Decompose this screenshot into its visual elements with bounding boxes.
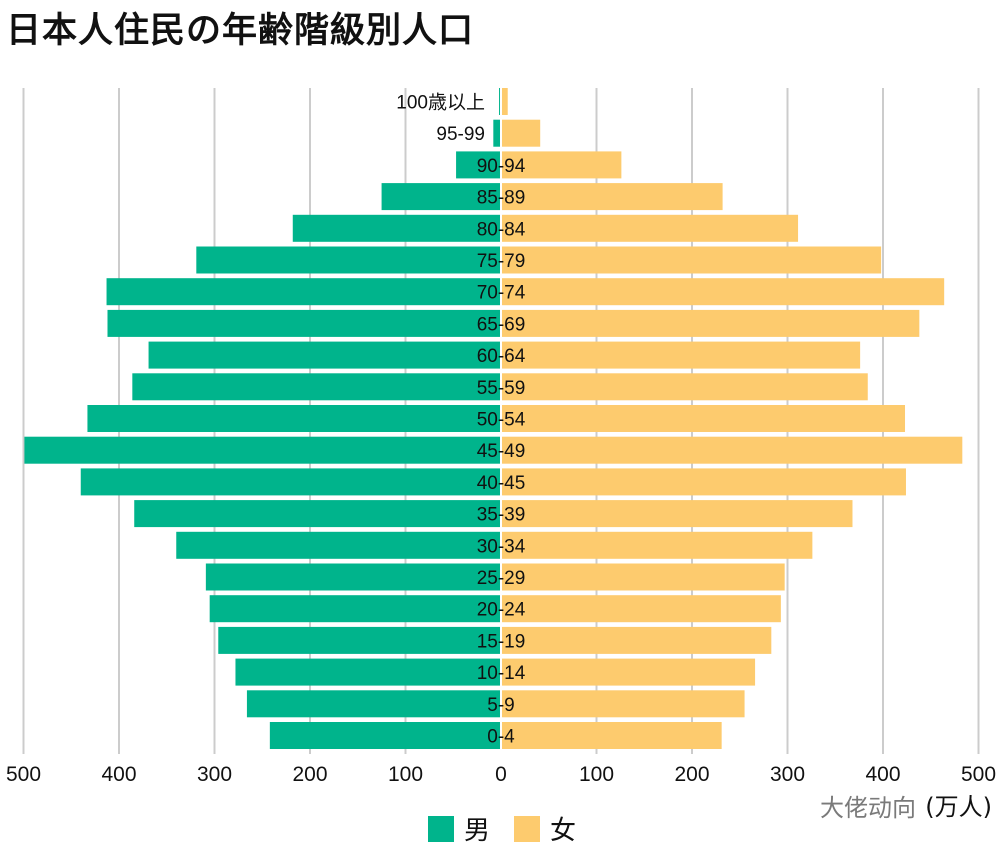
bar-male: [134, 500, 501, 528]
bar-female: [502, 658, 756, 686]
bar-male: [381, 183, 500, 211]
age-group-label: 40-45: [477, 473, 526, 494]
x-tick-label: 200: [674, 763, 709, 786]
bar-female: [502, 373, 868, 401]
legend-item-male: 男: [428, 810, 490, 847]
x-tick-label: 300: [197, 763, 232, 786]
age-group-label: 55-59: [477, 378, 526, 399]
age-group-label: 90-94: [477, 156, 526, 177]
bar-male: [493, 119, 500, 147]
bar-female: [502, 405, 906, 432]
bar-male: [456, 151, 500, 179]
bar-female: [502, 436, 963, 464]
x-tick-label: 100: [579, 763, 614, 786]
bar-male: [292, 214, 500, 242]
bar-female: [502, 563, 785, 591]
age-group-label: 30-34: [477, 536, 526, 557]
x-tick-label: 400: [865, 763, 900, 786]
bar-male: [148, 341, 500, 369]
age-group-label: 35-39: [477, 505, 526, 526]
age-group-label: 20-24: [477, 600, 526, 621]
watermark: 大佬动向: [820, 794, 916, 822]
bar-female: [502, 341, 861, 369]
x-tick-label: 500: [6, 763, 41, 786]
bar-female: [502, 246, 882, 274]
x-tick-label: 200: [292, 763, 327, 786]
x-tick-label: 0: [495, 763, 507, 786]
age-labels: 0-4 5-9 10-14 15-19 20-24 25-29 30-34 35-39 40-4…: [396, 92, 525, 748]
bar-female: [502, 278, 945, 306]
legend-swatch-male: [428, 815, 454, 842]
bar-female: [502, 214, 799, 242]
legend: 男 女: [428, 810, 600, 847]
age-group-label: 75-79: [477, 251, 526, 272]
age-group-label: 5-9: [487, 695, 514, 716]
bar-female: [502, 500, 853, 528]
bar-female: [502, 119, 541, 147]
bar-male: [132, 373, 500, 401]
bar-female: [502, 468, 906, 496]
age-group-label: 50-54: [477, 410, 526, 431]
age-group-label: 85-89: [477, 188, 526, 209]
bars: [24, 88, 963, 754]
bar-female: [502, 690, 745, 718]
age-group-label: 100歳以上: [396, 92, 485, 114]
bar-male: [209, 595, 500, 623]
age-group-label: 70-74: [477, 283, 526, 304]
bar-male: [80, 468, 500, 496]
x-tick-label: 400: [101, 763, 136, 786]
bar-male: [205, 563, 501, 591]
legend-swatch-female: [514, 815, 541, 842]
bar-female: [502, 531, 813, 559]
legend-label-female: 女: [550, 816, 577, 846]
age-group-label: 80-84: [477, 219, 526, 240]
bar-male: [196, 246, 500, 274]
age-group-label: 15-19: [477, 631, 526, 652]
bar-male: [106, 278, 500, 306]
age-group-label: 25-29: [477, 568, 526, 589]
bar-male: [499, 88, 500, 115]
age-group-label: 0-4: [487, 727, 515, 748]
unit-label: (万人): [925, 793, 992, 821]
chart-title: 日本人住民の年齢階級別人口: [6, 11, 475, 51]
bar-male: [218, 626, 500, 654]
bar-male: [24, 436, 500, 464]
bar-male: [176, 531, 500, 559]
age-group-label: 45-49: [477, 441, 526, 462]
bar-male: [87, 405, 500, 432]
bar-male: [269, 722, 500, 749]
age-group-label: 60-64: [477, 346, 526, 367]
bar-female: [502, 183, 723, 211]
age-group-label: 95-99: [436, 124, 485, 145]
x-tick-label: 300: [770, 763, 805, 786]
bar-male: [235, 658, 500, 686]
x-tick-label: 100: [388, 763, 423, 786]
bar-female: [502, 722, 722, 749]
bar-female: [502, 309, 920, 337]
age-group-label: 65-69: [477, 314, 526, 335]
bar-female: [502, 88, 508, 115]
legend-label-male: 男: [464, 816, 491, 846]
legend-item-female: 女: [514, 810, 576, 847]
bar-male: [107, 309, 501, 337]
bar-female: [502, 626, 772, 654]
bar-female: [502, 151, 622, 179]
bar-male: [246, 690, 500, 718]
x-axis-ticks: 500 400 300 200 100 0 100 200 300 400 500: [6, 763, 996, 786]
x-tick-label: 500: [961, 763, 996, 786]
age-group-label: 10-14: [477, 663, 526, 684]
bar-female: [502, 595, 781, 623]
